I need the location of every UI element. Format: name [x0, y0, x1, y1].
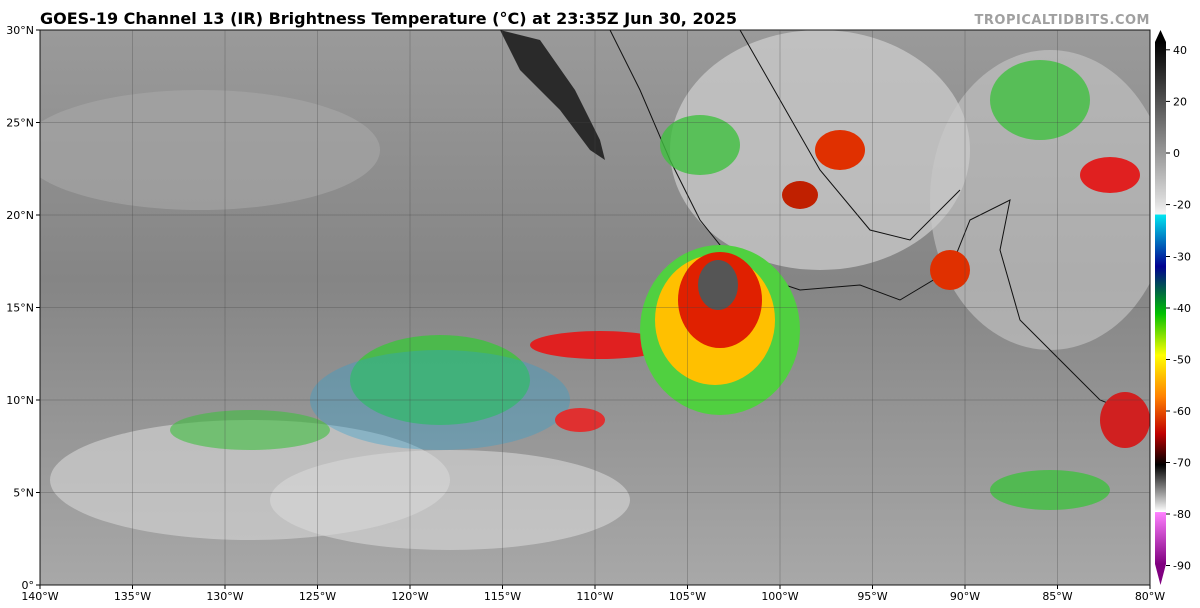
- x-tick-label: 80°W: [1135, 590, 1165, 603]
- x-tick-label: 130°W: [206, 590, 243, 603]
- colorbar-label: -40: [1173, 302, 1191, 315]
- colorbar-label: 20: [1173, 95, 1187, 108]
- colorbar-label: -20: [1173, 199, 1191, 212]
- watermark: TROPICALTIDBITS.COM: [975, 13, 1150, 28]
- x-tick-label: 125°W: [299, 590, 336, 603]
- colorbar-label: -50: [1173, 354, 1191, 367]
- x-tick-label: 105°W: [669, 590, 706, 603]
- y-tick-label: 30°N: [6, 24, 34, 37]
- y-tick-label: 0°: [22, 579, 35, 592]
- colorbar: [1155, 30, 1166, 585]
- colorbar-label: -70: [1173, 457, 1191, 470]
- y-tick-label: 10°N: [6, 394, 34, 407]
- colorbar-label: -80: [1173, 508, 1191, 521]
- x-tick-label: 110°W: [576, 590, 613, 603]
- x-tick-label: 115°W: [484, 590, 521, 603]
- colorbar-label: 40: [1173, 44, 1187, 57]
- title: GOES-19 Channel 13 (IR) Brightness Tempe…: [40, 9, 737, 28]
- x-tick-label: 120°W: [391, 590, 428, 603]
- x-tick-label: 95°W: [857, 590, 887, 603]
- y-tick-label: 25°N: [6, 117, 34, 130]
- x-tick-label: 90°W: [950, 590, 980, 603]
- y-tick-label: 5°N: [13, 487, 34, 500]
- colorbar-label: 0: [1173, 147, 1180, 160]
- colorbar-label: -90: [1173, 560, 1191, 573]
- y-tick-label: 20°N: [6, 209, 34, 222]
- x-tick-label: 100°W: [761, 590, 798, 603]
- colorbar-label: -60: [1173, 405, 1191, 418]
- x-tick-label: 85°W: [1042, 590, 1072, 603]
- colorbar-label: -30: [1173, 251, 1191, 264]
- y-tick-label: 15°N: [6, 302, 34, 315]
- x-tick-label: 140°W: [21, 590, 58, 603]
- x-tick-label: 135°W: [114, 590, 151, 603]
